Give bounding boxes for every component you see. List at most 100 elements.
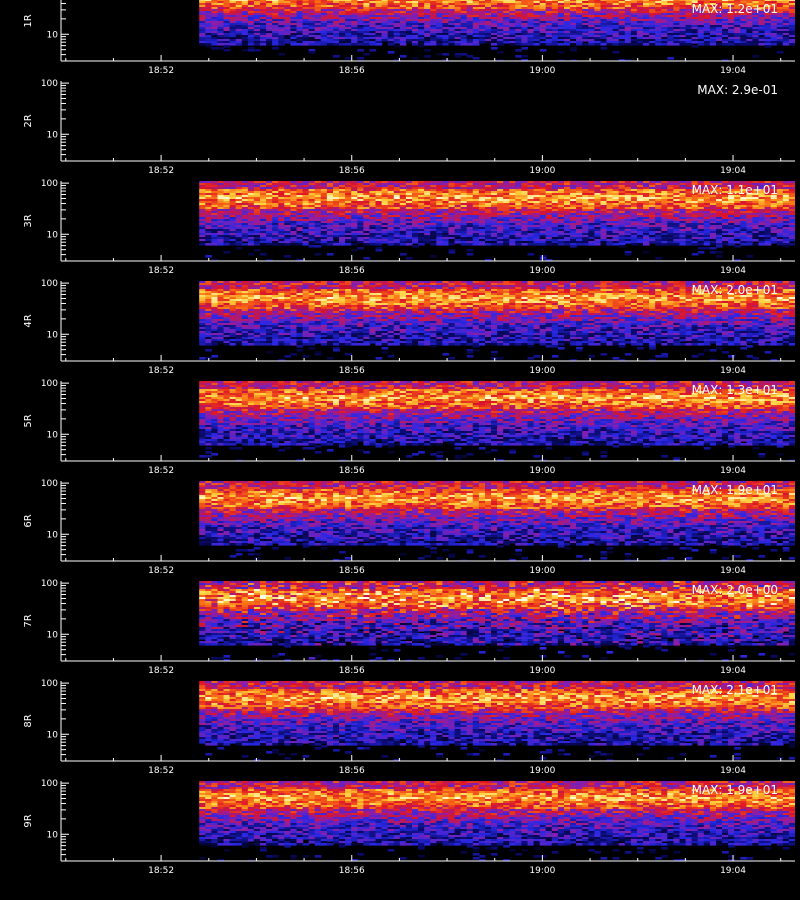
heatmap-cell [636, 27, 644, 30]
heatmap-cell [393, 219, 401, 222]
heatmap-cell [722, 59, 729, 61]
heatmap-cell [460, 181, 468, 184]
heatmap-cell [345, 189, 352, 192]
heatmap-cell [357, 33, 364, 36]
heatmap-cell [296, 11, 304, 14]
heatmap-cell [485, 21, 492, 24]
heatmap-cell [485, 225, 492, 228]
heatmap-cell [600, 11, 608, 14]
heatmap-cell [454, 23, 462, 26]
heatmap-cell [442, 25, 450, 28]
heatmap-cell [758, 0, 766, 2]
heatmap-cell [782, 7, 790, 10]
heatmap-cell [527, 29, 535, 32]
heatmap-cell [788, 17, 795, 20]
heatmap-cell [448, 31, 456, 34]
heatmap-cell [405, 257, 413, 260]
heatmap-cell [326, 241, 334, 244]
heatmap-cell [381, 231, 389, 234]
heatmap-cell [685, 17, 693, 20]
heatmap-cell [290, 223, 298, 226]
heatmap-cell [375, 205, 383, 208]
heatmap-cell [211, 213, 219, 216]
heatmap-cell [454, 203, 462, 206]
heatmap-cell [448, 27, 456, 30]
heatmap-cell [649, 17, 656, 20]
heatmap-cell [399, 201, 407, 204]
heatmap-cell [418, 191, 425, 194]
heatmap-cell [223, 225, 231, 228]
heatmap-cell [308, 193, 316, 196]
heatmap-cell [448, 29, 456, 32]
heatmap-cell [776, 9, 784, 12]
heatmap-cell [491, 29, 498, 32]
heatmap-cell [515, 183, 522, 186]
heatmap-cell [351, 35, 358, 38]
heatmap-cell [618, 17, 626, 20]
heatmap-cell [326, 199, 334, 202]
heatmap-cell [223, 195, 231, 198]
heatmap-cell [314, 27, 322, 30]
heatmap-cell [351, 237, 358, 240]
heatmap-cell [381, 239, 389, 242]
heatmap-cell [296, 15, 304, 18]
heatmap-cell [284, 239, 291, 242]
heatmap-cell [412, 237, 419, 240]
heatmap-cell [503, 0, 510, 2]
heatmap-cell [387, 237, 395, 240]
heatmap-cell [460, 43, 468, 46]
heatmap-cell [655, 0, 662, 2]
heatmap-cell [326, 25, 334, 28]
heatmap-cell [418, 209, 425, 212]
heatmap-cell [491, 237, 498, 240]
heatmap-cell [624, 5, 632, 8]
heatmap-cell [223, 21, 231, 24]
heatmap-cell [460, 203, 468, 206]
heatmap-cell [339, 229, 346, 232]
heatmap-cell [764, 31, 772, 34]
heatmap-cell [770, 41, 778, 44]
heatmap-cell [296, 205, 304, 208]
heatmap-cell [284, 17, 291, 20]
heatmap-cell [241, 191, 249, 194]
heatmap-cell [326, 233, 334, 236]
heatmap-cell [290, 11, 298, 14]
heatmap-cell [284, 219, 291, 222]
heatmap-cell [655, 25, 662, 28]
heatmap-cell [594, 37, 602, 40]
heatmap-cell [782, 9, 790, 12]
heatmap-cell [333, 25, 340, 28]
heatmap-cell [314, 31, 322, 34]
heatmap-cell [333, 197, 340, 200]
heatmap-cell [454, 35, 462, 38]
heatmap-cell [284, 213, 291, 216]
heatmap-cell [424, 1, 431, 4]
heatmap-cell [266, 207, 273, 210]
heatmap-cell [247, 209, 255, 212]
heatmap-cell [636, 35, 644, 38]
heatmap-cell [326, 203, 334, 206]
heatmap-cell [485, 213, 492, 216]
heatmap-cell [199, 231, 206, 234]
heatmap-cell [466, 41, 474, 44]
heatmap-cell [302, 17, 310, 20]
heatmap-cell [296, 23, 304, 26]
heatmap-cell [418, 17, 425, 20]
heatmap-cell [266, 193, 273, 196]
heatmap-cell [351, 209, 358, 212]
heatmap-cell [594, 21, 602, 24]
heatmap-cell [369, 191, 377, 194]
heatmap-cell [667, 35, 674, 38]
heatmap-cell [691, 31, 699, 34]
heatmap-cell [260, 215, 267, 218]
heatmap-cell [217, 211, 225, 214]
heatmap-cell [448, 43, 456, 46]
heatmap-cell [369, 35, 377, 38]
heatmap-cell [412, 181, 419, 184]
heatmap-cell [709, 25, 717, 28]
heatmap-cell [381, 237, 389, 240]
heatmap-cell [272, 0, 279, 2]
heatmap-cell [345, 37, 352, 40]
heatmap-cell [521, 189, 529, 192]
heatmap-cell [734, 13, 741, 16]
